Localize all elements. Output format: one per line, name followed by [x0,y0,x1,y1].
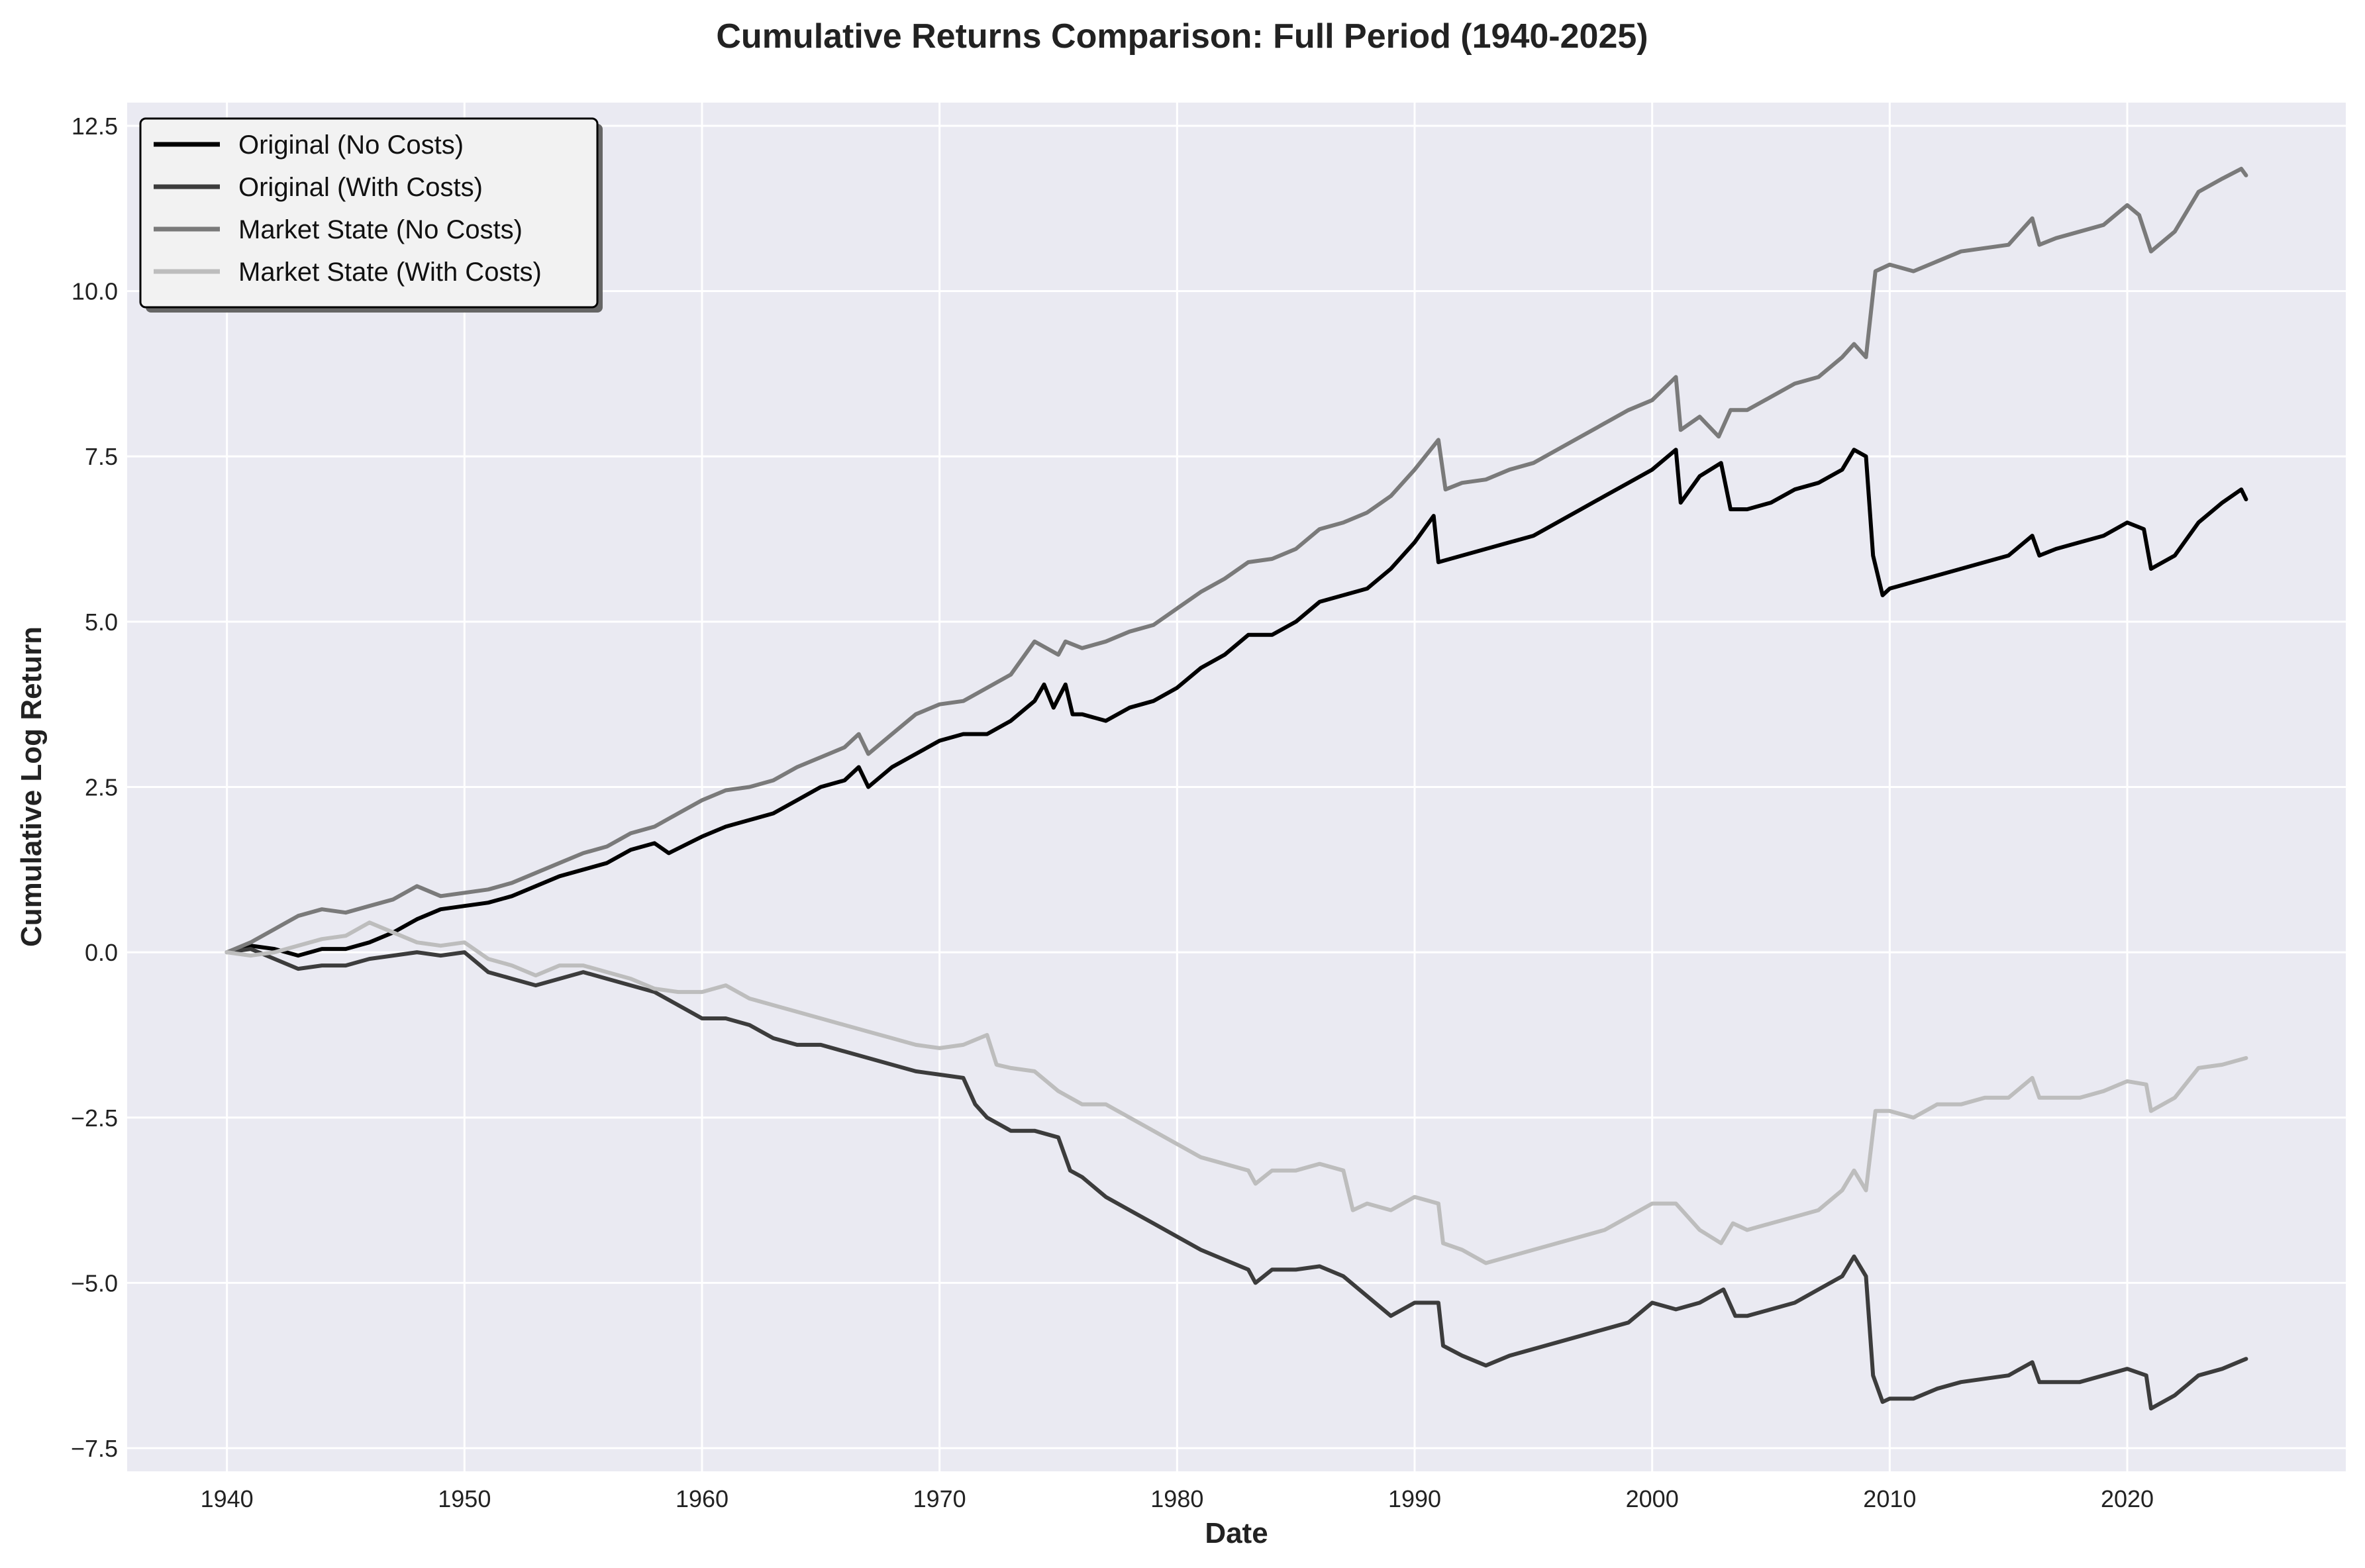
y-tick-label: 5.0 [85,609,118,636]
y-tick-label: −5.0 [71,1269,118,1297]
legend: Original (No Costs) Original (With Costs)… [139,117,603,313]
y-tick-label: −7.5 [71,1435,118,1462]
series-line-3 [225,166,2248,955]
grid [127,103,2346,1471]
legend-label: Market State (No Costs) [238,215,523,244]
chart-title: Cumulative Returns Comparison: Full Peri… [716,17,1648,56]
y-tick-label: 10.0 [72,278,118,305]
x-tick-label: 2000 [1626,1485,1679,1512]
y-tick-label: 12.5 [72,113,118,140]
x-tick-label: 1940 [201,1485,254,1512]
series-line-2 [225,947,2248,1411]
legend-label: Market State (With Costs) [238,258,542,287]
legend-label: Original (No Costs) [238,130,464,160]
x-tick-label: 1950 [438,1485,491,1512]
x-tick-label: 1990 [1388,1485,1441,1512]
y-tick-label: 0.0 [85,939,118,966]
y-tick-label: 7.5 [85,443,118,470]
y-tick-label: −2.5 [71,1104,118,1132]
y-tick-label: 2.5 [85,774,118,801]
series-line-4 [225,920,2248,1265]
x-axis-label: Date [1205,1517,1268,1549]
x-tick-label: 1970 [913,1485,966,1512]
series-line-1 [225,448,2248,958]
y-axis-label: Cumulative Log Return [15,626,48,947]
x-tick-label: 1980 [1150,1485,1203,1512]
series-lines [225,166,2248,1411]
y-axis-ticks: −7.5 −5.0 −2.5 0.0 2.5 5.0 7.5 10.0 12.5 [71,113,118,1462]
legend-label: Original (With Costs) [238,173,483,202]
x-axis-ticks: 1940 1950 1960 1970 1980 1990 2000 2010 2020 [201,1485,2154,1512]
legend-box [139,117,599,309]
x-tick-label: 1960 [676,1485,729,1512]
x-tick-label: 2010 [1863,1485,1916,1512]
x-tick-label: 2020 [2101,1485,2154,1512]
